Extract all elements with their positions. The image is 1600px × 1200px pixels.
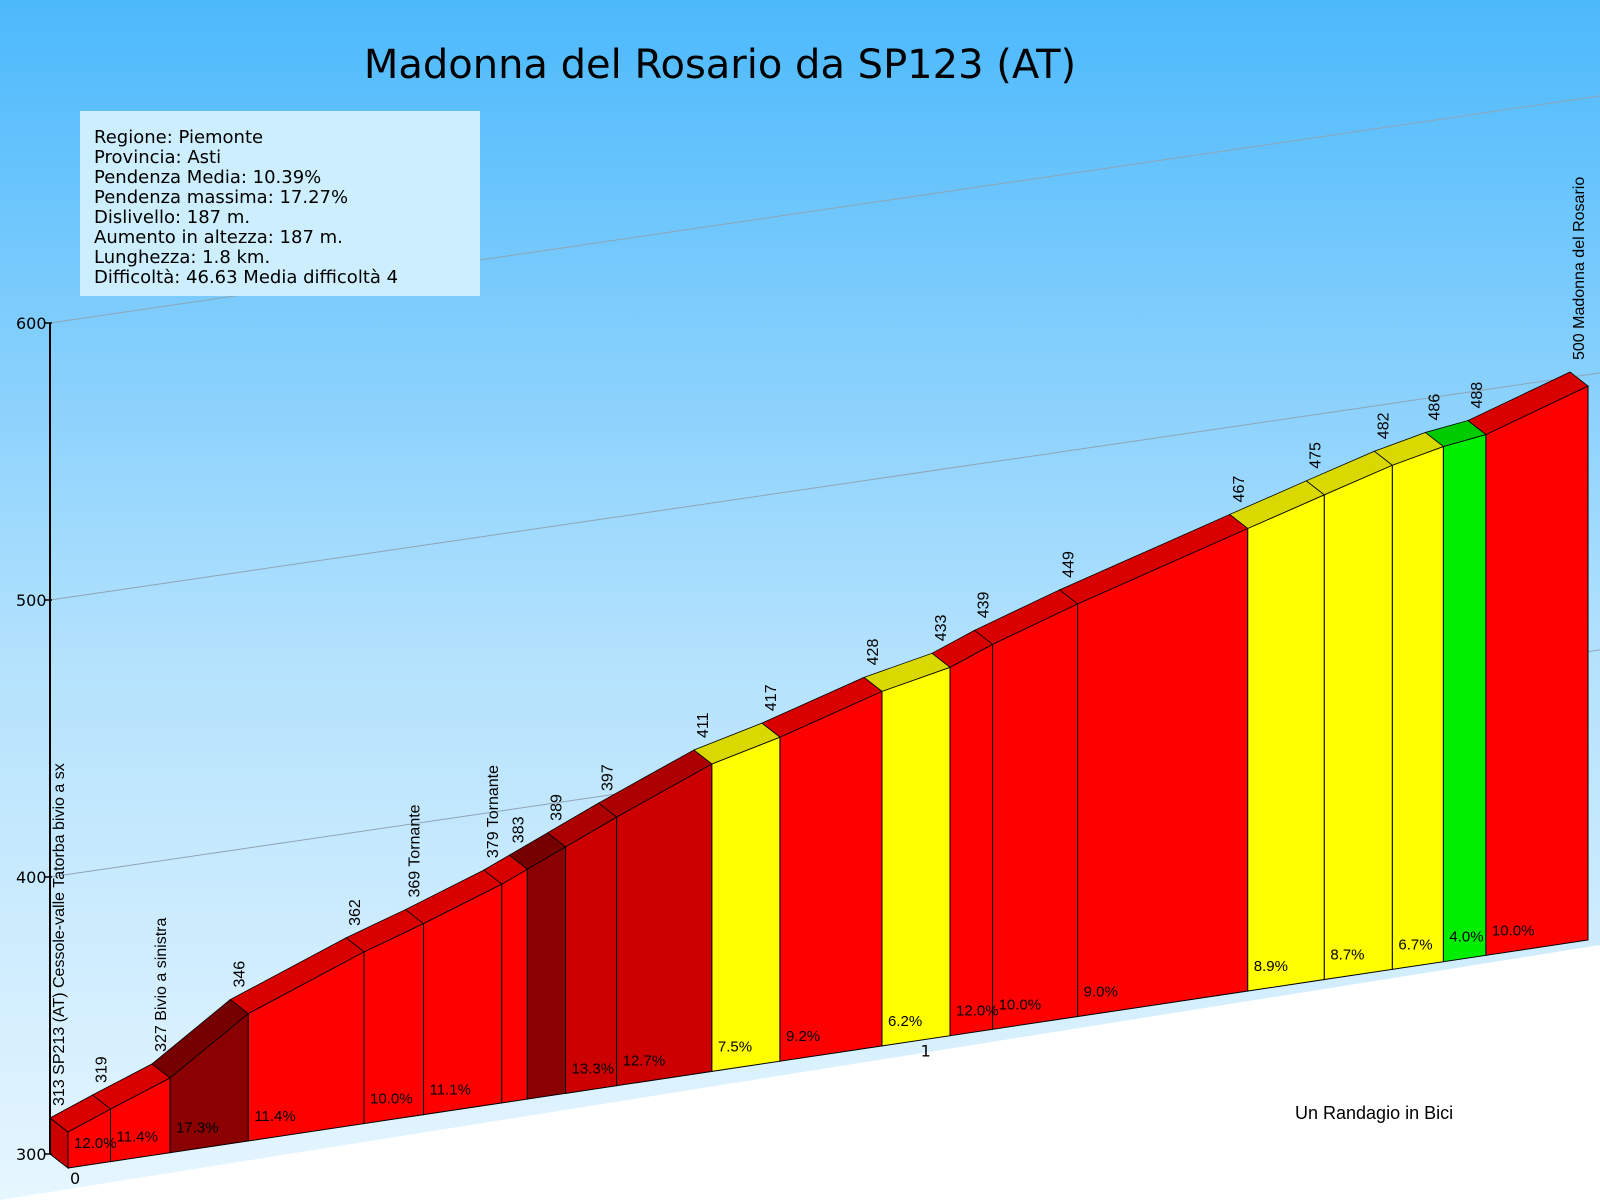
grade-label: 8.9% bbox=[1254, 958, 1288, 975]
ground-area bbox=[0, 945, 1600, 1200]
info-max-grade: Pendenza massima: 17.27% bbox=[94, 187, 348, 208]
y-axis-tick-label: 400 bbox=[16, 868, 47, 887]
profile-segment-face bbox=[1442, 433, 1487, 963]
profile-segment-face bbox=[526, 845, 567, 1100]
elevation-label: 428 bbox=[865, 639, 882, 666]
y-axis: 300 400 500 600 bbox=[16, 314, 52, 1164]
elevation-label: 417 bbox=[763, 684, 780, 711]
elevation-label: 313 SP213 (AT) Cessole-valle Tatorba biv… bbox=[51, 763, 68, 1106]
info-province: Provincia: Asti bbox=[94, 147, 221, 168]
elevation-label: 488 bbox=[1469, 382, 1486, 409]
grade-label: 6.2% bbox=[888, 1013, 922, 1030]
profile-segment-face bbox=[881, 666, 951, 1047]
grid-line bbox=[49, 372, 1600, 601]
grade-label: 12.0% bbox=[74, 1135, 117, 1152]
info-box: Regione: Piemonte Provincia: Asti Penden… bbox=[80, 111, 480, 296]
grade-label: 12.7% bbox=[623, 1053, 666, 1070]
elevation-label: 389 bbox=[549, 794, 566, 821]
x-axis-tick-label: 1 bbox=[921, 1041, 931, 1060]
elevation-label: 482 bbox=[1375, 412, 1392, 439]
profile-segment-face bbox=[992, 603, 1079, 1030]
profile-segment-top bbox=[1467, 371, 1589, 436]
elevation-label: 467 bbox=[1231, 476, 1248, 503]
profile-segment-face bbox=[501, 868, 528, 1104]
elevation-label: 383 bbox=[510, 816, 527, 843]
chart-title: Madonna del Rosario da SP123 (AT) bbox=[364, 42, 1076, 88]
elevation-label: 500 Madonna del Rosario bbox=[1571, 177, 1588, 360]
y-axis-tick-label: 500 bbox=[16, 591, 47, 610]
elevation-label: 369 Tornante bbox=[407, 804, 424, 897]
info-elevation-gain: Dislivello: 187 m. bbox=[94, 207, 250, 228]
grade-label: 13.3% bbox=[572, 1060, 615, 1077]
profile-segment-face bbox=[1391, 445, 1444, 970]
grade-label: 10.0% bbox=[999, 996, 1042, 1013]
credit-text: Un Randagio in Bici bbox=[1295, 1103, 1453, 1123]
x-axis-tick-label: 0 bbox=[70, 1169, 80, 1188]
elevation-label: 475 bbox=[1307, 442, 1324, 469]
elevation-labels: 12.0% 11.4%17.3%11.4%10.0%11.1%13.3% 12.7%… bbox=[51, 177, 1588, 1188]
elevation-label: 433 bbox=[933, 614, 950, 641]
profile-segment-face bbox=[1077, 527, 1249, 1018]
elevation-label: 411 bbox=[695, 712, 712, 738]
profile-segment-face bbox=[565, 816, 618, 1094]
grade-label: 9.2% bbox=[786, 1028, 820, 1045]
grade-label: 6.7% bbox=[1398, 936, 1432, 953]
info-box-background bbox=[80, 111, 480, 296]
profile-segment-face bbox=[711, 736, 781, 1072]
info-average-grade: Pendenza Media: 10.39% bbox=[94, 167, 321, 188]
info-length: Lunghezza: 1.8 km. bbox=[94, 247, 270, 268]
elevation-label: 486 bbox=[1426, 394, 1443, 421]
elevation-label: 319 bbox=[94, 1056, 111, 1083]
profile-segment-face bbox=[616, 763, 713, 1087]
grade-label: 8.7% bbox=[1330, 947, 1364, 964]
profile-segment-face bbox=[949, 643, 994, 1037]
grade-label: 4.0% bbox=[1449, 929, 1483, 946]
grade-label: 11.4% bbox=[117, 1129, 158, 1146]
elevation-label: 397 bbox=[600, 764, 617, 791]
profile-segment-face bbox=[1485, 385, 1589, 956]
profile-segment-face bbox=[779, 690, 883, 1062]
elevation-label: 362 bbox=[347, 899, 364, 926]
grade-label: 11.1% bbox=[430, 1082, 471, 1099]
grade-label: 10.0% bbox=[370, 1091, 413, 1108]
profile-segment-face bbox=[1247, 494, 1325, 992]
profile-segments bbox=[49, 371, 1589, 1170]
elevation-label: 346 bbox=[231, 961, 248, 988]
info-difficulty: Difficoltà: 46.63 Media difficoltà 4 bbox=[94, 267, 398, 288]
grade-label: 9.0% bbox=[1084, 984, 1118, 1001]
profile-segment-face bbox=[1323, 464, 1393, 981]
grade-label: 17.3% bbox=[176, 1120, 219, 1137]
y-axis-tick-label: 300 bbox=[16, 1145, 47, 1164]
info-height-increase: Aumento in altezza: 187 m. bbox=[94, 227, 343, 248]
grade-label: 11.4% bbox=[254, 1108, 295, 1125]
grade-label: 10.0% bbox=[1492, 922, 1535, 939]
elevation-label: 379 Tornante bbox=[485, 765, 502, 858]
grade-label: 7.5% bbox=[718, 1038, 752, 1055]
elevation-label: 439 bbox=[976, 591, 993, 618]
elevation-label: 449 bbox=[1061, 551, 1078, 578]
profile-segment-face bbox=[423, 883, 503, 1116]
info-region: Regione: Piemonte bbox=[94, 127, 263, 148]
grade-label: 12.0% bbox=[956, 1003, 999, 1020]
elevation-label: 327 Bivio a sinistra bbox=[153, 918, 170, 1052]
y-axis-tick-label: 600 bbox=[16, 314, 47, 333]
